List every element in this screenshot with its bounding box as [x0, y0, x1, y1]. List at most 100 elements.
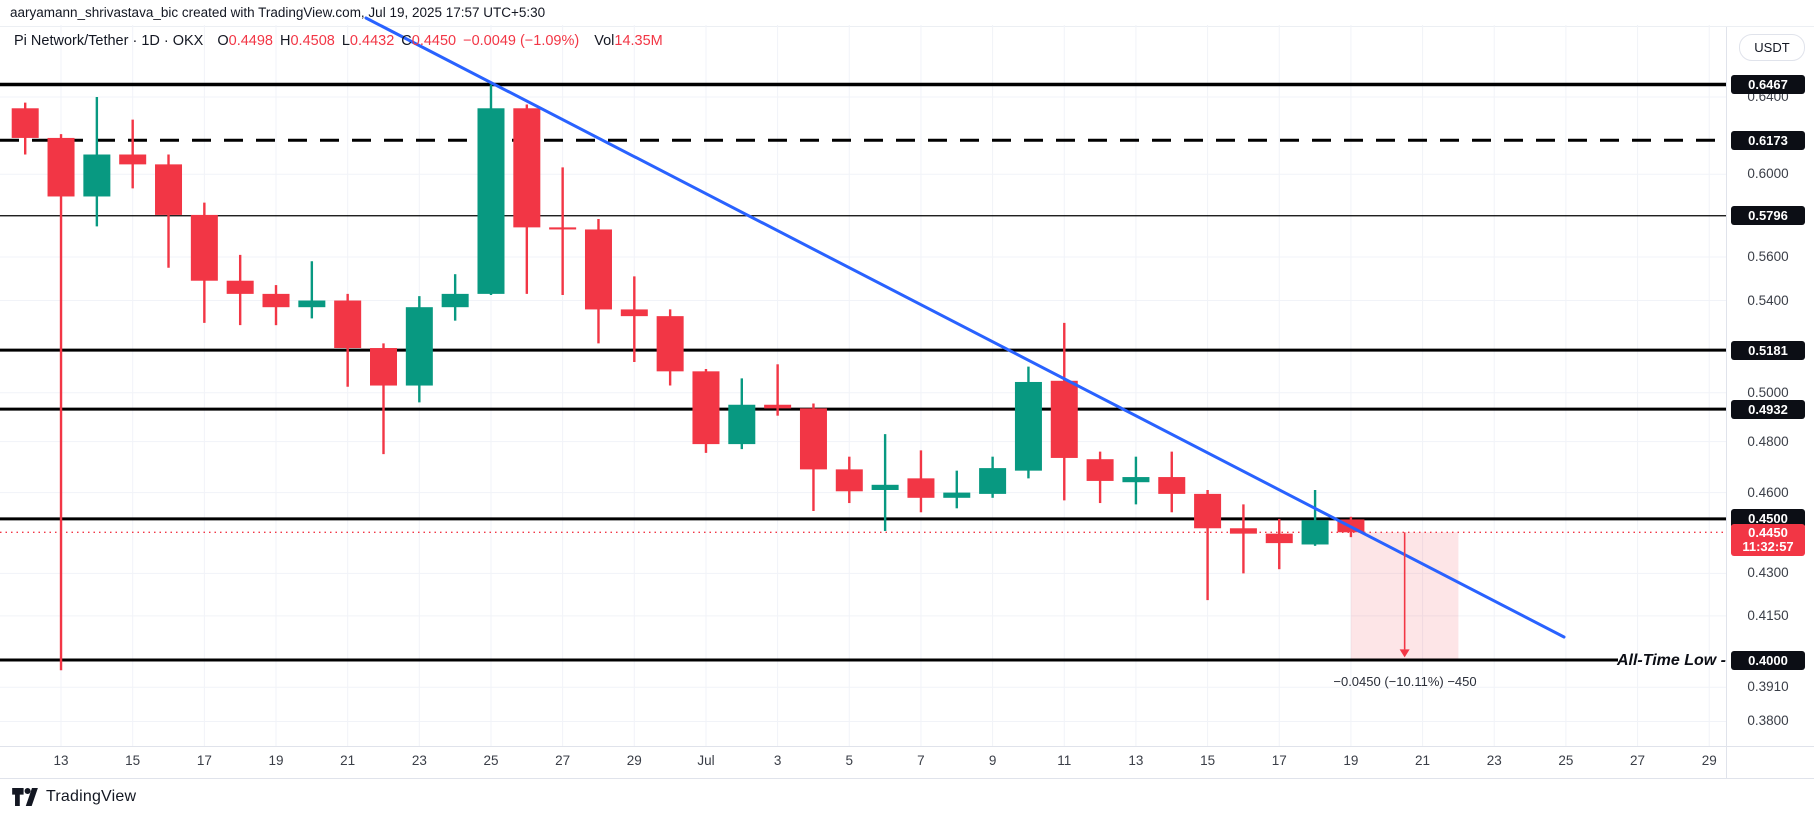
- candle-body: [1050, 380, 1078, 458]
- candle-body: [764, 404, 792, 409]
- candle-body: [1158, 477, 1186, 494]
- level-price-label: 0.5796: [1731, 206, 1805, 226]
- candle-body: [155, 164, 183, 215]
- price-tick-label: 0.3800: [1747, 713, 1789, 729]
- symbol-title[interactable]: Pi Network/Tether · 1D · OKX: [14, 33, 204, 49]
- time-tick-label[interactable]: 9: [988, 753, 997, 768]
- time-tick-label[interactable]: 27: [1630, 753, 1646, 768]
- close-value: 0.4450: [411, 33, 457, 49]
- candle-body: [190, 214, 218, 281]
- candle-body: [692, 371, 720, 445]
- time-tick-label[interactable]: 25: [483, 753, 499, 768]
- candle-body: [83, 154, 111, 197]
- level-price-label: 0.5181: [1731, 340, 1805, 360]
- candle-body: [656, 316, 684, 372]
- price-tick-label: 0.4800: [1747, 433, 1789, 449]
- candle-body: [584, 229, 612, 310]
- price-tick-label: 0.4300: [1747, 565, 1789, 581]
- attribution-bar: aaryamann_shrivastava_bic created with T…: [0, 0, 1814, 27]
- open-value: 0.4498: [228, 33, 273, 49]
- candle-body: [513, 108, 541, 228]
- time-tick-label[interactable]: 17: [196, 753, 212, 768]
- price-tick-label: 0.5000: [1747, 384, 1789, 400]
- time-tick-label[interactable]: 3: [773, 753, 782, 768]
- level-price-label: 0.6173: [1731, 130, 1805, 150]
- price-tick-label: 0.4150: [1747, 607, 1789, 623]
- tradingview-brand-text[interactable]: TradingView: [46, 788, 137, 805]
- open-label: O: [217, 33, 229, 49]
- candle-body: [871, 484, 899, 490]
- candle-body: [799, 408, 827, 470]
- time-axis-border: [0, 746, 1814, 747]
- candle-body: [943, 492, 971, 498]
- price-tick-label: 0.4600: [1747, 484, 1789, 500]
- volume-label: Vol: [594, 33, 615, 49]
- tradingview-logo-icon[interactable]: [12, 787, 39, 807]
- level-price-label: 0.6467: [1731, 75, 1805, 95]
- candle-body: [1194, 493, 1222, 529]
- high-value: 0.4508: [290, 33, 335, 49]
- attribution-text: aaryamann_shrivastava_bic created with T…: [10, 5, 546, 20]
- candle-body: [441, 293, 469, 308]
- candle-body: [1122, 477, 1150, 483]
- time-tick-label[interactable]: 13: [53, 753, 69, 768]
- low-label: L: [341, 33, 350, 49]
- time-tick-label[interactable]: 23: [411, 753, 427, 768]
- candle-body: [1265, 533, 1293, 544]
- time-tick-label[interactable]: 15: [1200, 753, 1216, 768]
- time-tick-label[interactable]: 13: [1128, 753, 1144, 768]
- time-tick-label[interactable]: 27: [555, 753, 571, 768]
- level-price-label: 0.4500: [1731, 509, 1805, 529]
- time-tick-label[interactable]: 23: [1486, 753, 1502, 768]
- currency-toggle-button[interactable]: USDT: [1739, 34, 1805, 61]
- candle-body: [1086, 459, 1114, 481]
- candle-body: [1301, 520, 1329, 545]
- candle-body: [835, 469, 863, 492]
- candle-body: [405, 307, 433, 386]
- candle-body: [907, 478, 935, 498]
- candle-body: [549, 227, 577, 230]
- time-tick-label[interactable]: 29: [626, 753, 642, 768]
- price-tick-label: 0.5600: [1747, 248, 1789, 264]
- volume-value: 14.35M: [614, 33, 663, 49]
- time-tick-label[interactable]: 5: [845, 753, 854, 768]
- time-tick-label[interactable]: 25: [1558, 753, 1574, 768]
- time-tick-label[interactable]: 7: [917, 753, 925, 768]
- time-tick-label[interactable]: 19: [1343, 753, 1359, 768]
- time-tick-label[interactable]: 17: [1271, 753, 1287, 768]
- high-label: H: [280, 33, 291, 49]
- time-tick-label[interactable]: 19: [268, 753, 284, 768]
- last-price-value: 0.4450: [1748, 525, 1788, 540]
- descending-trendline: [364, 16, 1566, 639]
- change-value: −0.0049 (−1.09%): [463, 33, 580, 49]
- candle-body: [119, 154, 147, 165]
- time-tick-label[interactable]: 21: [340, 753, 356, 768]
- candle-body: [728, 404, 756, 445]
- price-tick-label: 0.6000: [1747, 166, 1789, 182]
- time-tick-label[interactable]: 11: [1057, 753, 1072, 768]
- candle-body: [477, 108, 505, 294]
- footer-divider: [0, 778, 1814, 779]
- candle-body: [262, 293, 290, 308]
- price-tick-label: 0.3910: [1747, 679, 1789, 695]
- candle-body: [298, 300, 326, 308]
- time-tick-label[interactable]: 21: [1415, 753, 1431, 768]
- all-time-low-annotation: All-Time Low -: [1616, 652, 1726, 669]
- candle-body: [226, 280, 254, 294]
- symbol-legend[interactable]: Pi Network/Tether · 1D · OKX O0.4498 H0.45…: [14, 33, 670, 49]
- candle-body: [11, 108, 39, 138]
- time-tick-label[interactable]: 15: [125, 753, 141, 768]
- price-axis-border: [1726, 27, 1727, 778]
- bar-countdown: 11:32:57: [1742, 539, 1794, 554]
- time-tick-label[interactable]: Jul: [697, 753, 715, 768]
- candle-body: [620, 309, 648, 317]
- footer: TradingView: [12, 784, 136, 810]
- candle-body: [1229, 528, 1257, 534]
- price-range-annotation: −0.0450 (−10.11%) −450: [1333, 674, 1477, 689]
- candle-body: [370, 348, 397, 386]
- low-value: 0.4432: [349, 33, 395, 49]
- level-price-label: 0.4932: [1731, 399, 1805, 419]
- time-tick-label[interactable]: 29: [1701, 753, 1717, 768]
